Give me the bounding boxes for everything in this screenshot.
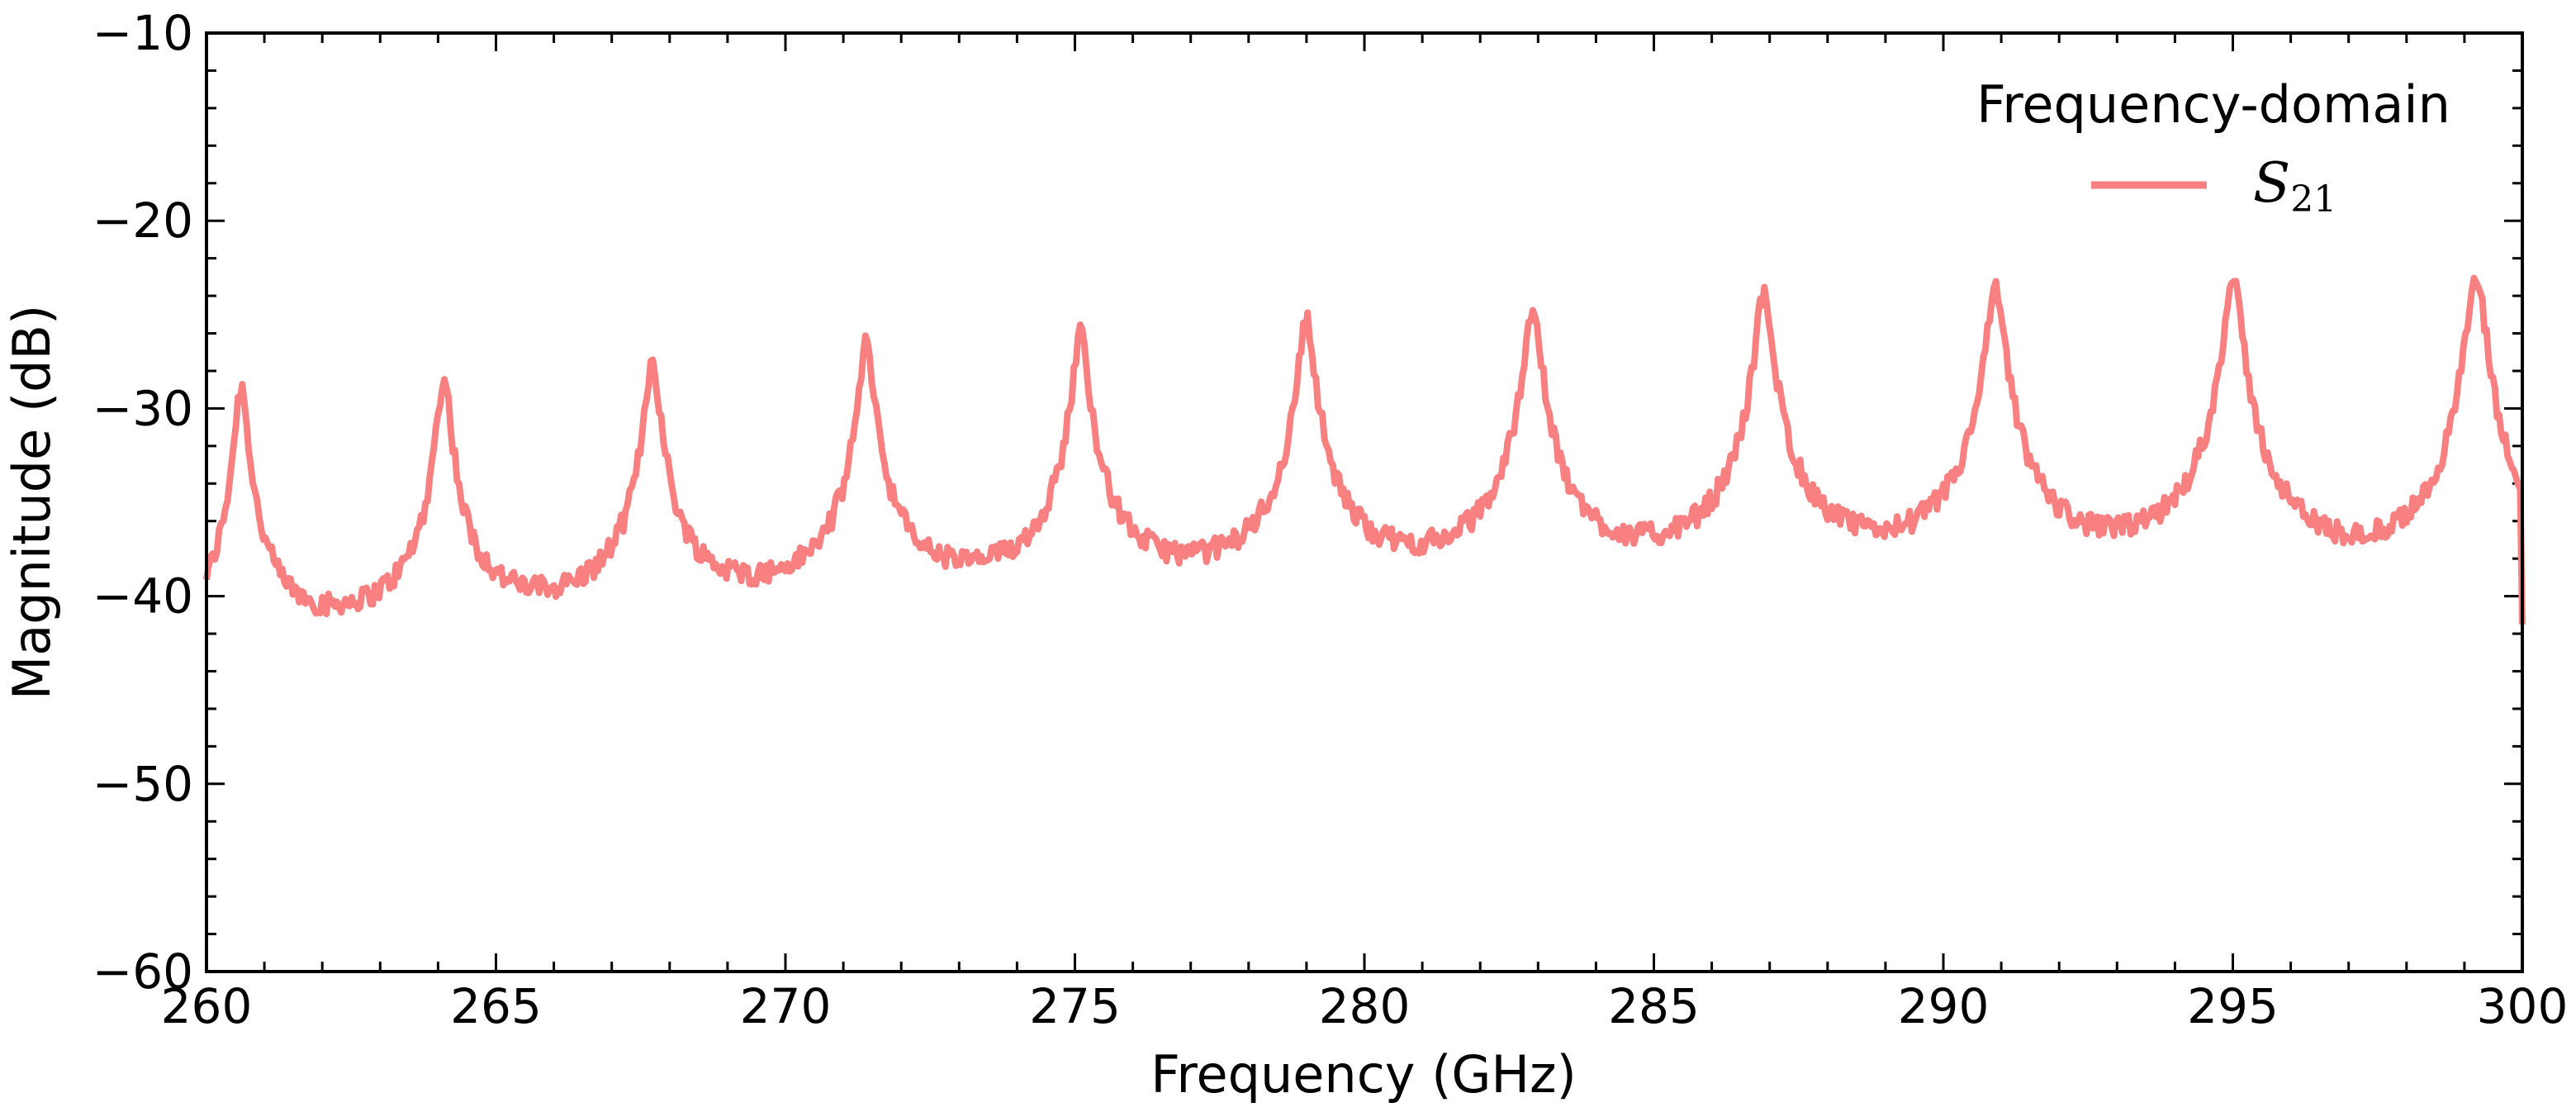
x-tick-label: 280 xyxy=(1319,978,1411,1034)
x-tick-label: 295 xyxy=(2187,978,2279,1034)
legend-entry-s21: S21 xyxy=(2253,151,2336,221)
plot-frame xyxy=(205,31,2524,973)
legend: Frequency-domain S21 xyxy=(1976,74,2450,221)
tick-labels-layer: 260 265 270 275 280 285 290 295 300 −60 −50 −40 −30 −… xyxy=(93,5,2569,1034)
x-tick-label: 300 xyxy=(2477,978,2569,1034)
y-tick-label: −30 xyxy=(93,380,193,436)
x-tick-label: 260 xyxy=(161,978,253,1034)
y-tick-label: −20 xyxy=(93,192,193,249)
x-tick-label: 290 xyxy=(1898,978,1990,1034)
legend-title: Frequency-domain xyxy=(1976,74,2450,135)
legend-entry-label: S xyxy=(2253,151,2290,215)
y-tick-label: −50 xyxy=(93,756,193,812)
x-tick-label: 265 xyxy=(450,978,542,1034)
x-tick-label: 285 xyxy=(1608,978,1700,1034)
x-tick-label: 270 xyxy=(740,978,832,1034)
y-tick-label: −10 xyxy=(93,5,193,61)
x-axis-label: Frequency (GHz) xyxy=(1150,1044,1577,1105)
y-axis-label: Magnitude (dB) xyxy=(2,305,62,700)
series-line-s21 xyxy=(203,274,2526,625)
y-tick-label: −60 xyxy=(93,943,193,1000)
x-tick-label: 275 xyxy=(1029,978,1121,1034)
legend-entry-subscript: 21 xyxy=(2290,178,2336,221)
series-layer xyxy=(203,274,2526,625)
y-tick-label: −40 xyxy=(93,568,193,625)
